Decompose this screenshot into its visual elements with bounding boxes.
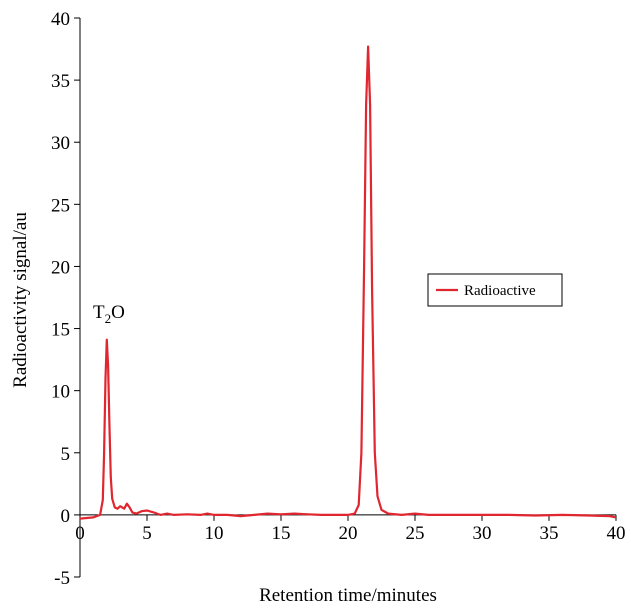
y-tick-label: 0 [61,506,71,527]
y-tick-label: 40 [51,9,70,30]
y-tick-label: 15 [51,320,70,341]
y-tick-label: -5 [54,568,70,589]
legend: Radioactive [427,273,563,307]
y-axis-title: Radioactivity signal/au [10,212,31,388]
y-axis-ticks: -5 0 5 10 15 20 25 30 35 40 [51,9,80,589]
x-tick-label: 35 [540,523,559,544]
y-tick-label: 10 [51,382,70,403]
y-tick-label: 25 [51,195,70,216]
peak-annotation-t2o: T2O [93,302,125,326]
x-tick-label: 15 [272,523,291,544]
x-axis-title: Retention time/minutes [259,585,437,606]
y-tick-label: 30 [51,133,70,154]
x-axis-ticks: 0 5 10 15 20 25 30 35 40 [75,514,626,544]
x-tick-label: 20 [339,523,358,544]
x-tick-label: 10 [205,523,224,544]
x-tick-label: 5 [142,523,152,544]
x-tick-label: 30 [473,523,492,544]
legend-label-radioactive: Radioactive [464,283,536,299]
x-tick-label: 25 [406,523,425,544]
y-tick-label: 35 [51,71,70,92]
y-tick-label: 20 [51,257,70,278]
y-tick-label: 5 [61,444,71,465]
x-tick-label: 40 [607,523,626,544]
series-line-radioactive [79,45,617,520]
